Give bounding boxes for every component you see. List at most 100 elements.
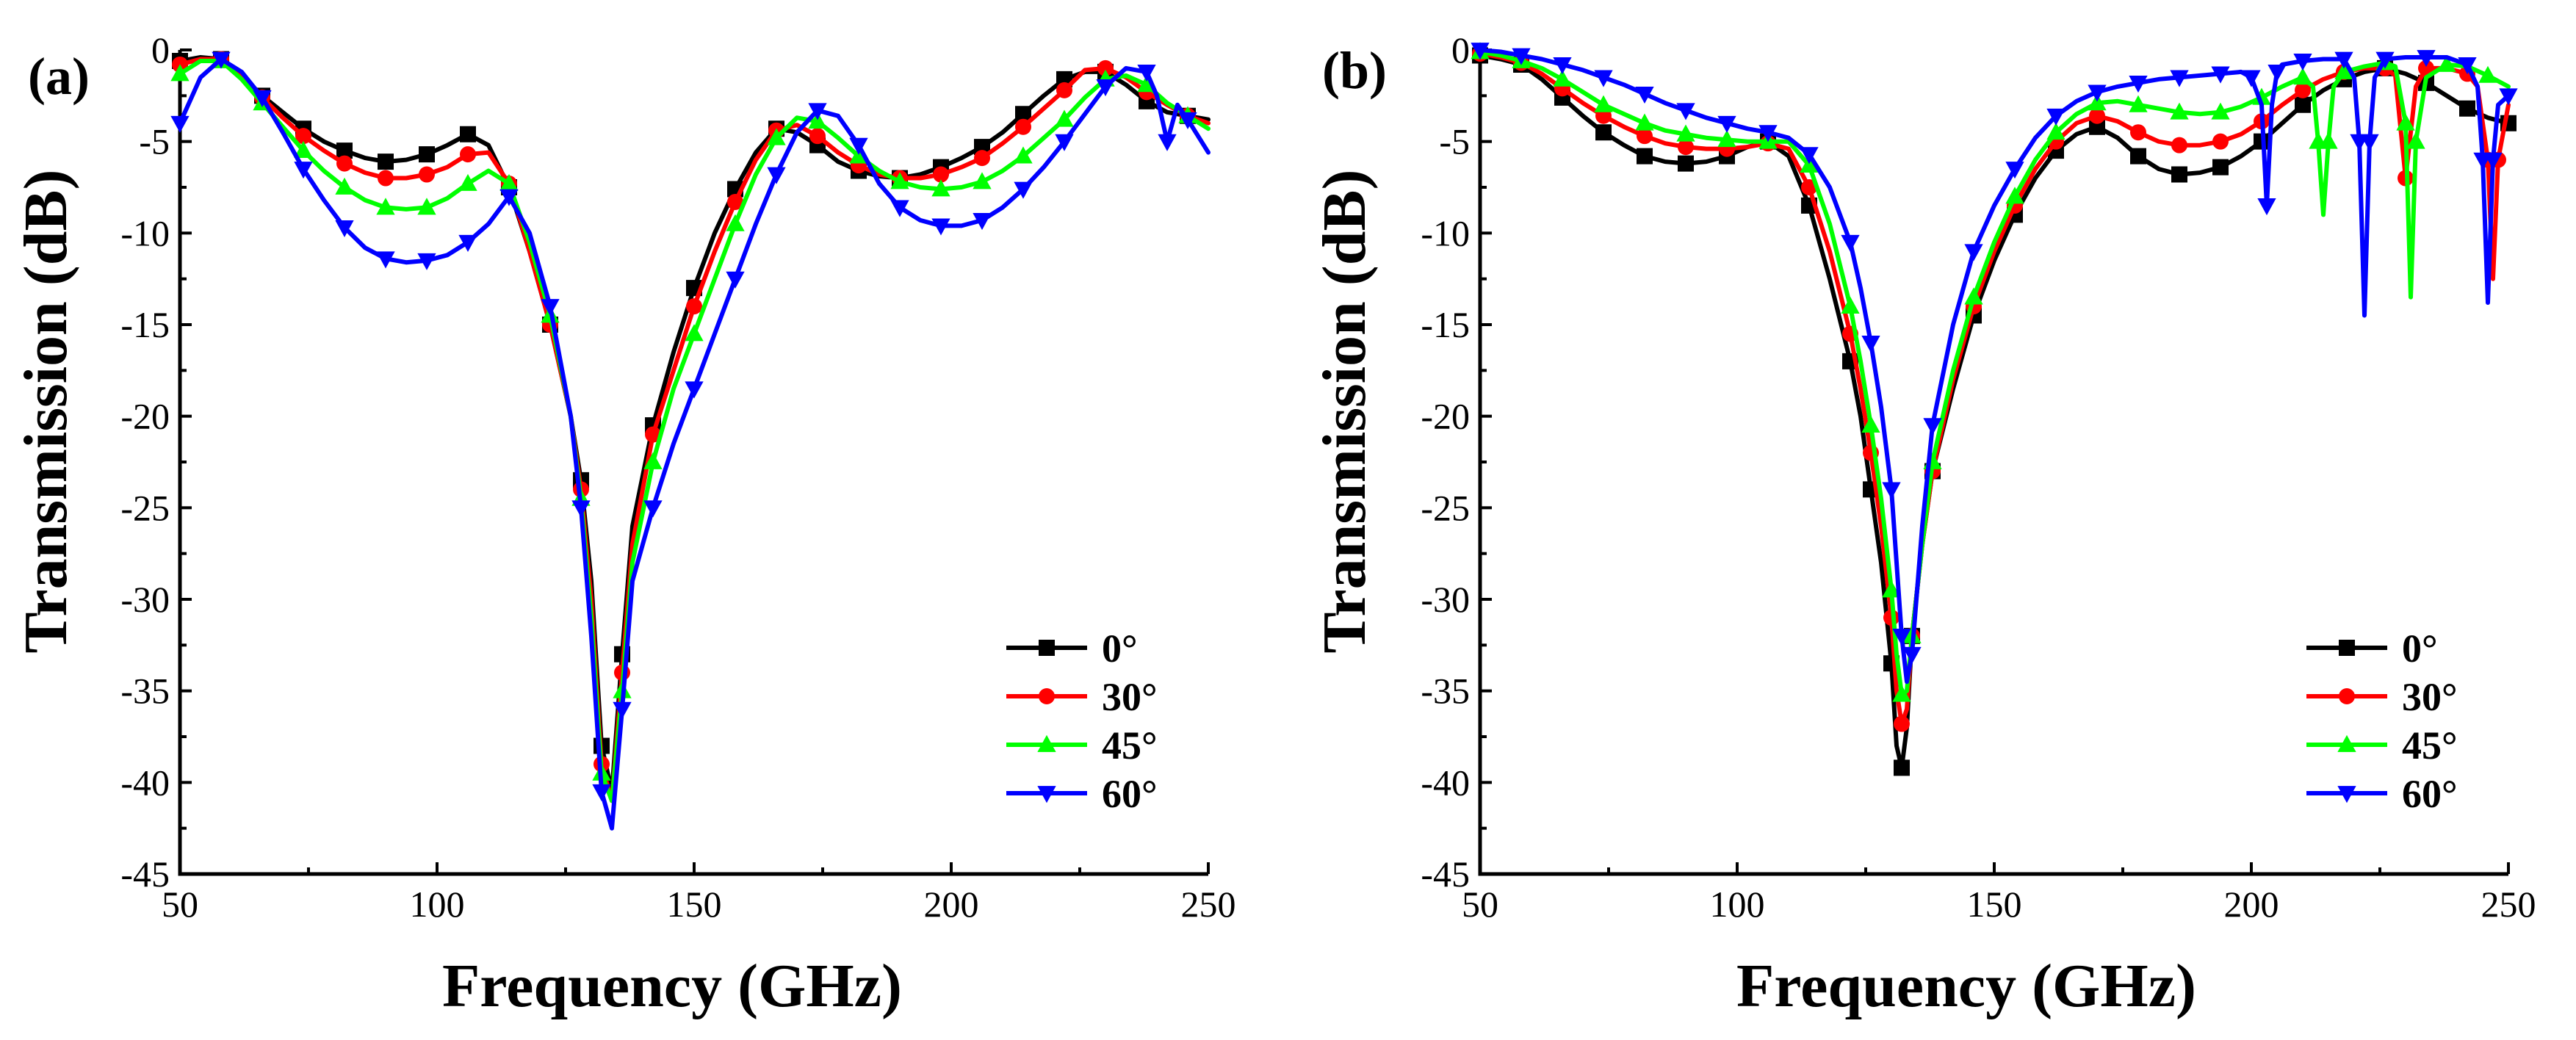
panel-a-xtick-label: 200 <box>924 884 979 925</box>
panel-b-data-point <box>2005 187 2024 204</box>
panel-a-data-point <box>890 172 909 189</box>
panel-b-data-point <box>1964 287 1983 305</box>
panel-a-ylabel: Transmission (dB) <box>12 170 80 654</box>
panel-a-data-point <box>685 324 704 342</box>
panel-a-data-point <box>1097 59 1114 76</box>
panel-a-data-point <box>335 177 354 195</box>
panel-a-data-point <box>419 146 435 163</box>
panel-a-data-point <box>541 299 560 317</box>
panel-b-data-point <box>1894 715 1910 732</box>
panel-b-ytick-label: 0 <box>1451 29 1470 71</box>
panel-a-data-point <box>336 155 353 172</box>
panel-a-ytick-label: -20 <box>120 396 170 437</box>
panel-b-data-point <box>2170 70 2189 87</box>
panel-b-data-point <box>2046 123 2066 140</box>
panel-b-data-point <box>2293 68 2312 85</box>
panel-a-data-point <box>376 198 395 215</box>
panel-a-data-point <box>170 64 190 82</box>
panel-b-xtick-label: 150 <box>1967 884 2022 925</box>
panel-b-data-point <box>1471 43 1490 60</box>
panel-b-data-point <box>1894 759 1910 776</box>
panel-b-data-point <box>1678 139 1694 156</box>
panel-a-ytick-label: 0 <box>151 29 170 71</box>
panel-a-legend-item: 60° <box>1006 772 1158 816</box>
panel-b-data-point <box>2046 108 2066 126</box>
panel-b-data-point <box>2417 50 2436 68</box>
panel-b-ytick-label: -30 <box>1421 579 1470 620</box>
panel-a-data-point <box>253 90 272 108</box>
panel-b-data-point <box>2458 57 2477 75</box>
panel-b-data-point <box>2088 84 2107 102</box>
panel-a-data-point <box>460 146 476 163</box>
panel-b-legend-item: 30° <box>2306 675 2458 719</box>
panel-a-ytick-label: -5 <box>139 121 170 162</box>
panel-a-data-point <box>767 167 786 184</box>
panel-b-data-point <box>1758 125 1778 142</box>
panel-a-ytick-label: -35 <box>120 671 170 712</box>
panel-a-legend-label: 60° <box>1102 772 1158 816</box>
panel-b-data-point <box>1964 244 1983 261</box>
panel-b-data-point <box>2295 96 2311 113</box>
panel-a-plot: 50 100 150 200 250 0 -5 -10 -15 -20 -25 -30 -35 -40 -4… <box>120 29 1235 925</box>
panel-b-data-point <box>2437 54 2456 72</box>
panel-b-data-point <box>1676 103 1695 120</box>
panel-b: 50 100 150 200 250 0 -5 -10 -15 -20 -25 -30 -35 -40 -4… <box>1310 29 2536 1020</box>
panel-b-ytick-label: -40 <box>1421 762 1470 803</box>
panel-a-series-3 <box>170 51 1211 831</box>
panel-a-xtick-label: 50 <box>162 884 198 925</box>
panel-b-legend-marker <box>2339 640 2355 656</box>
panel-b-ytick-label: -10 <box>1421 212 1470 253</box>
panel-b-xtick-label: 250 <box>2481 884 2536 925</box>
panel-b-data-point <box>1637 148 1653 165</box>
panel-b-data-point <box>1882 580 1901 598</box>
panel-b-data-point <box>1841 296 1860 314</box>
panel-a-series-2 <box>170 51 1211 804</box>
panel-a-data-point <box>1014 181 1033 199</box>
panel-b-ytick-label: -25 <box>1421 487 1470 528</box>
panel-a-data-point <box>460 126 476 142</box>
panel-a-data-point <box>294 162 313 179</box>
panel-a-data-point <box>376 251 395 269</box>
panel-a-label: (a) <box>28 47 90 106</box>
panel-b-legend-marker <box>2339 688 2355 704</box>
panel-a-ytick-label: -15 <box>120 304 170 345</box>
panel-a-data-point <box>378 170 394 187</box>
panel-a-data-point <box>931 218 950 236</box>
panel-a-legend-marker <box>1037 786 1056 804</box>
panel-b-data-point <box>2212 159 2229 176</box>
panel-b-data-point <box>2171 137 2187 154</box>
panel-b-legend-label: 0° <box>2402 626 2438 671</box>
panel-b-plot: 50 100 150 200 250 0 -5 -10 -15 -20 -25 -30 -35 -40 -4… <box>1421 29 2536 925</box>
panel-a-data-point <box>685 381 704 399</box>
panel-b-legend-item: 45° <box>2306 723 2458 768</box>
panel-b-data-point <box>1892 628 1911 646</box>
panel-a-data-point <box>571 500 591 518</box>
panel-a-data-point <box>419 166 435 183</box>
panel-a-data-point <box>686 298 702 315</box>
panel-b-label: (b) <box>1322 41 1387 100</box>
panel-a-series-line <box>178 57 1211 831</box>
panel-a-data-point <box>849 146 868 164</box>
panel-a-xlabel: Frequency (GHz) <box>442 952 902 1020</box>
panel-a-data-point <box>458 173 477 191</box>
panel-b-xtick-label: 200 <box>2224 884 2279 925</box>
panel-b-ytick-label: -5 <box>1439 121 1470 162</box>
panel-b-data-point <box>1902 646 1922 664</box>
panel-a-legend-label: 30° <box>1102 675 1158 719</box>
panel-a-data-point <box>931 179 950 197</box>
panel-b-data-point <box>2005 162 2024 179</box>
panel-a-data-point <box>1096 79 1115 97</box>
panel-a-ytick-label: -25 <box>120 487 170 528</box>
panel-b-data-point <box>2483 152 2503 170</box>
panel-b-legend-marker <box>2337 734 2356 752</box>
panel-a-legend-item: 0° <box>1006 626 1138 671</box>
panel-b-data-point <box>2211 102 2230 120</box>
panel-b-legend-label: 30° <box>2402 675 2458 719</box>
panel-b-data-point <box>1553 69 1572 87</box>
panel-b-series-line <box>1478 49 2511 697</box>
panel-b-data-point <box>2130 124 2146 141</box>
panel-b-data-point <box>1717 129 1736 148</box>
panel-b-data-point <box>2319 131 2338 149</box>
panel-b-data-point <box>2170 102 2189 120</box>
